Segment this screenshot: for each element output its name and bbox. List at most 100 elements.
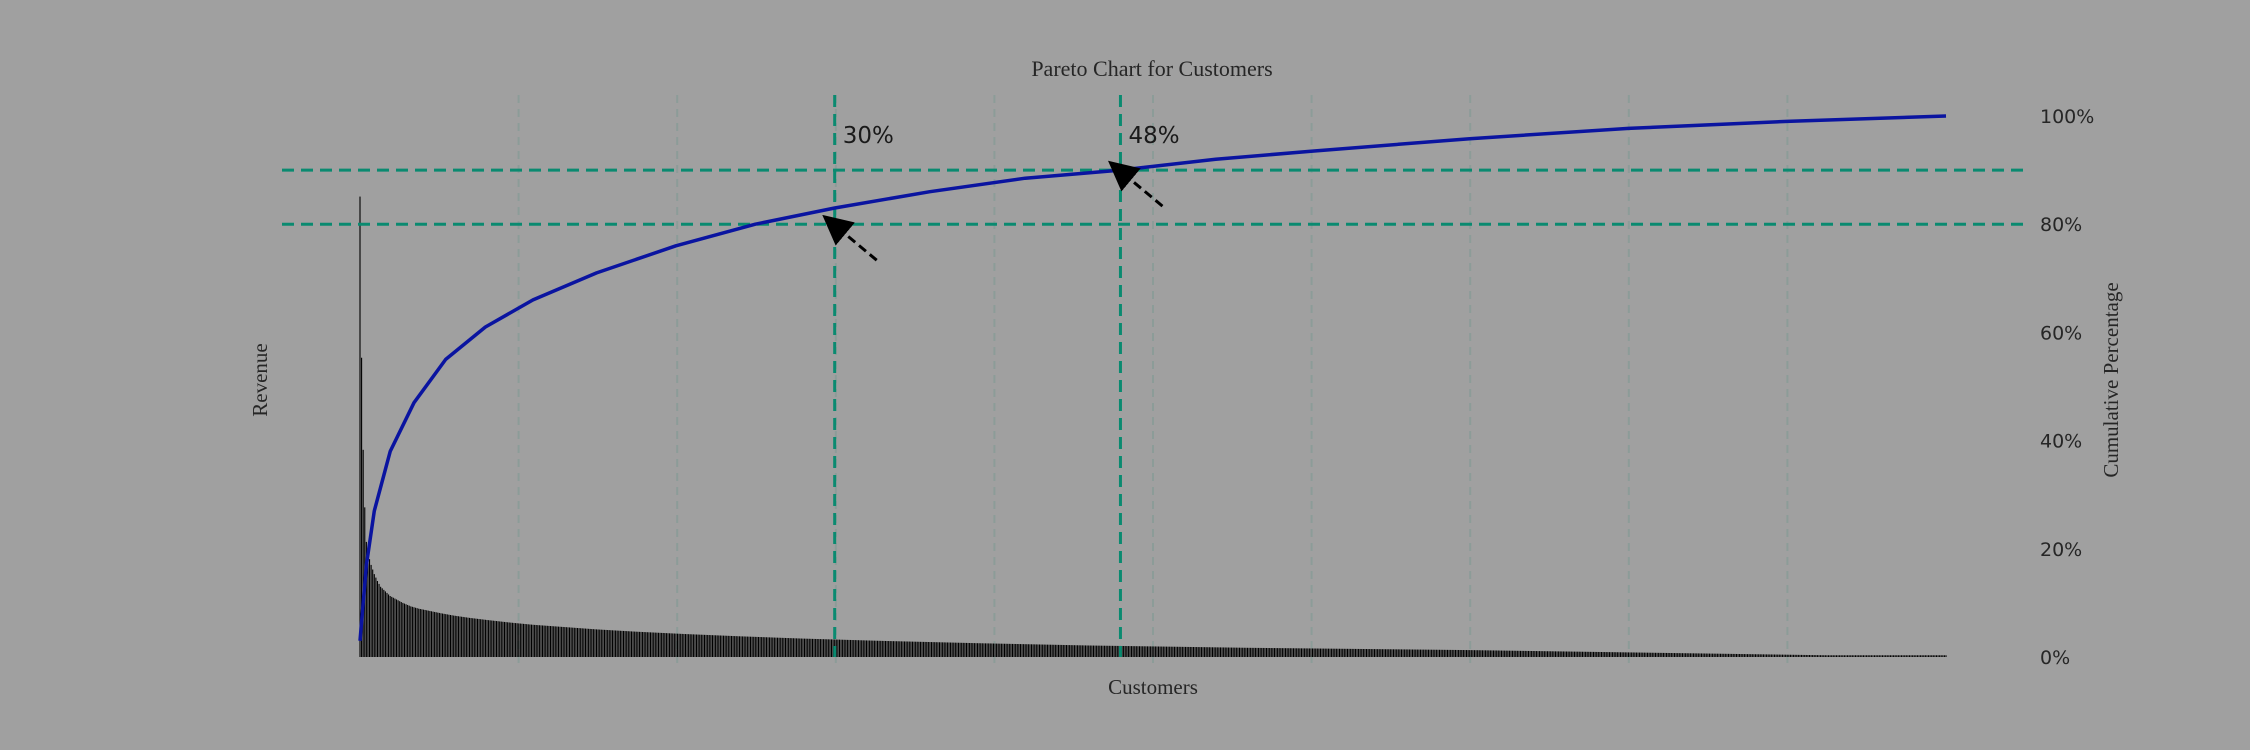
- revenue-bar: [697, 634, 699, 657]
- revenue-bar: [1232, 647, 1234, 657]
- revenue-bar: [903, 641, 906, 657]
- revenue-bar: [1931, 655, 1933, 657]
- revenue-bar: [1413, 649, 1415, 657]
- revenue-bar: [984, 643, 987, 657]
- revenue-bar: [1645, 652, 1647, 657]
- revenue-bar: [607, 630, 609, 657]
- revenue-bar: [1000, 643, 1002, 657]
- revenue-bar: [557, 626, 560, 657]
- revenue-bar: [1559, 651, 1561, 657]
- revenue-bar: [1742, 654, 1744, 657]
- revenue-bar: [1365, 649, 1368, 657]
- revenue-bar: [861, 640, 863, 657]
- revenue-bar: [1158, 646, 1160, 657]
- revenue-bar: [1177, 646, 1179, 657]
- revenue-bar: [894, 641, 896, 657]
- revenue-bar: [586, 628, 588, 657]
- revenue-bar: [1102, 645, 1104, 657]
- revenue-bar: [884, 640, 887, 657]
- revenue-bar: [1439, 649, 1441, 657]
- revenue-bar: [1196, 647, 1198, 657]
- chart-title: Pareto Chart for Customers: [1031, 56, 1272, 81]
- revenue-bar: [881, 640, 883, 657]
- revenue-bar: [908, 641, 910, 657]
- revenue-bar: [1361, 648, 1363, 657]
- revenue-bar: [1370, 649, 1372, 657]
- revenue-bar: [1664, 652, 1666, 657]
- revenue-bar: [1169, 646, 1171, 657]
- revenue-bar: [567, 627, 569, 657]
- revenue-bar: [383, 589, 385, 657]
- revenue-bar: [1481, 650, 1483, 657]
- revenue-bar: [1705, 653, 1707, 657]
- revenue-bar: [1458, 649, 1460, 657]
- revenue-bar: [1421, 649, 1423, 657]
- revenue-bar: [600, 629, 602, 657]
- revenue-bar: [769, 637, 771, 657]
- y2-tick-label: 80%: [2040, 214, 2082, 236]
- revenue-bar: [964, 642, 966, 657]
- revenue-bar: [1243, 647, 1245, 657]
- revenue-bar: [1359, 648, 1361, 657]
- revenue-bar: [1807, 654, 1809, 657]
- revenue-bar: [1770, 654, 1772, 657]
- revenue-bar: [1626, 652, 1628, 657]
- revenue-bar: [953, 642, 955, 657]
- revenue-bar: [1686, 653, 1688, 657]
- revenue-bar: [1943, 655, 1945, 657]
- revenue-bar: [635, 631, 637, 657]
- revenue-bar: [613, 630, 615, 657]
- revenue-bar: [1013, 643, 1015, 657]
- revenue-bar: [961, 642, 963, 657]
- revenue-bar: [1756, 654, 1758, 657]
- revenue-bar: [1004, 643, 1006, 657]
- revenue-bar: [670, 633, 672, 657]
- revenue-bar: [1227, 647, 1229, 657]
- revenue-bar: [1724, 653, 1726, 657]
- revenue-bar: [540, 625, 542, 657]
- revenue-bar: [919, 641, 921, 657]
- revenue-bar: [869, 640, 871, 657]
- revenue-bar: [1824, 655, 1826, 657]
- revenue-bar: [1021, 644, 1023, 657]
- revenue-bar: [1524, 650, 1526, 657]
- revenue-bar: [1088, 645, 1090, 657]
- revenue-bar: [1712, 653, 1714, 657]
- revenue-bar: [513, 622, 515, 657]
- revenue-bar: [1059, 644, 1061, 657]
- revenue-bar: [1513, 650, 1515, 657]
- revenue-bar: [549, 626, 552, 657]
- revenue-bar: [753, 636, 755, 657]
- revenue-bar: [1388, 649, 1390, 657]
- revenue-bar: [1793, 654, 1795, 657]
- revenue-bar: [726, 635, 728, 657]
- revenue-bar: [1051, 644, 1053, 657]
- revenue-bar: [843, 639, 845, 657]
- revenue-bar: [824, 639, 826, 657]
- revenue-bar: [1883, 655, 1885, 657]
- revenue-bar: [1480, 650, 1482, 657]
- revenue-bar: [1894, 655, 1896, 657]
- revenue-bar: [659, 632, 661, 657]
- revenue-bar: [773, 637, 775, 657]
- revenue-bar: [1497, 650, 1499, 657]
- revenue-bar: [1554, 651, 1557, 657]
- revenue-bar: [1410, 649, 1412, 657]
- revenue-bar: [1651, 652, 1653, 657]
- revenue-bar: [1589, 651, 1591, 657]
- revenue-bar: [1689, 653, 1691, 657]
- revenue-bar: [1564, 651, 1566, 657]
- revenue-bar: [1124, 646, 1126, 657]
- revenue-bar: [1543, 651, 1545, 657]
- revenue-bar: [1304, 648, 1306, 657]
- revenue-bar: [441, 613, 444, 657]
- revenue-bar: [1184, 646, 1187, 657]
- revenue-bar: [1510, 650, 1512, 657]
- revenue-bar: [1713, 653, 1715, 657]
- revenue-bar: [851, 640, 853, 657]
- revenue-bar: [537, 625, 539, 657]
- revenue-bar: [1402, 649, 1404, 657]
- revenue-bar: [1281, 648, 1283, 657]
- revenue-bar: [672, 633, 674, 657]
- revenue-bar: [772, 637, 774, 657]
